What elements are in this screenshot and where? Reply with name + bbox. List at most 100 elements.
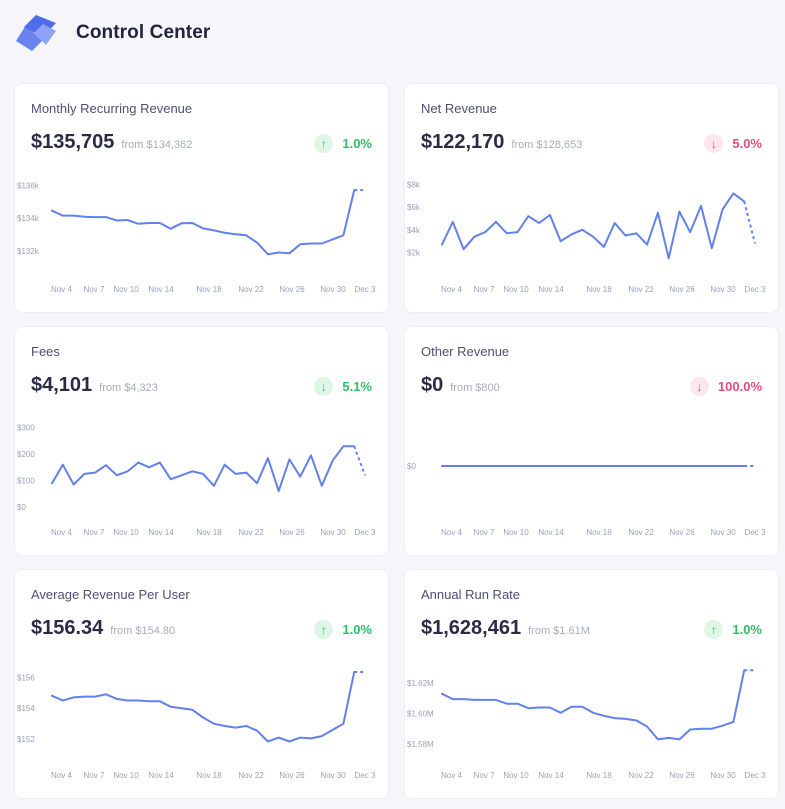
x-tick-label: Dec 3 xyxy=(745,771,766,780)
value-row: $156.34 from $154.80 xyxy=(31,617,175,640)
app-header: Control Center xyxy=(0,0,785,66)
x-tick-label: Nov 18 xyxy=(196,771,222,780)
x-tick-label: Nov 26 xyxy=(279,285,305,294)
change-indicator: ↓ 5.1% xyxy=(314,377,372,396)
x-tick-label: Nov 26 xyxy=(279,528,305,537)
x-tick-label: Nov 4 xyxy=(441,285,462,294)
x-tick-label: Nov 22 xyxy=(238,528,264,537)
x-tick-label: Nov 18 xyxy=(196,528,222,537)
x-tick-label: Nov 4 xyxy=(441,771,462,780)
x-tick-label: Nov 30 xyxy=(320,528,346,537)
x-tick-label: Nov 14 xyxy=(538,771,564,780)
change-indicator: ↑ 1.0% xyxy=(314,134,372,153)
value-row: $0 from $800 xyxy=(421,374,500,397)
page-title: Control Center xyxy=(76,22,211,43)
x-tick-label: Nov 10 xyxy=(503,771,529,780)
fees-line-chart[interactable]: $0 $100 $200 $300 Nov 4 Nov 7 Nov 10 Nov 14 Nov … xyxy=(15,417,388,547)
series-line xyxy=(441,669,746,741)
arpu-line-chart[interactable]: $152 $154 $156 Nov 4 Nov 7 Nov 10 Nov 14 Nov 18… xyxy=(15,660,388,790)
y-tick-label: $154 xyxy=(17,704,35,713)
series-line xyxy=(441,192,746,260)
x-tick-label: Nov 7 xyxy=(84,771,105,780)
y-tick-label: $6k xyxy=(407,203,421,212)
x-tick-label: Nov 26 xyxy=(279,771,305,780)
annual-run-rate-line-chart[interactable]: $1.58M $1.60M $1.62M Nov 4 Nov 7 Nov 10 Nov 14… xyxy=(405,660,778,790)
x-tick-label: Nov 22 xyxy=(628,528,654,537)
x-tick-label: Nov 14 xyxy=(148,771,174,780)
y-tick-label: $156 xyxy=(17,673,35,682)
mrr-line-chart[interactable]: $132k $134k $136k Nov 4 Nov 7 Nov 10 Nov 14 Nov… xyxy=(15,174,388,304)
y-tick-label: $4k xyxy=(407,226,421,235)
series-line xyxy=(51,671,356,743)
metric-card-arpu[interactable]: Average Revenue Per User $156.34 from $1… xyxy=(15,570,388,798)
series-line-projected xyxy=(353,445,366,476)
x-tick-label: Nov 7 xyxy=(84,528,105,537)
change-indicator: ↓ 5.0% xyxy=(704,134,762,153)
x-tick-label: Dec 3 xyxy=(745,528,766,537)
x-tick-label: Nov 26 xyxy=(669,528,695,537)
x-tick-label: Nov 30 xyxy=(320,285,346,294)
metric-card-fees[interactable]: Fees $4,101 from $4,323 ↓ 5.1% $0 $100 $20… xyxy=(15,327,388,555)
y-tick-label: $1.62M xyxy=(407,679,434,688)
x-tick-label: Nov 10 xyxy=(503,528,529,537)
x-tick-label: Nov 26 xyxy=(669,771,695,780)
change-percent: 5.1% xyxy=(342,379,372,394)
value-row: $122,170 from $128,653 xyxy=(421,131,582,154)
x-tick-label: Nov 7 xyxy=(474,285,495,294)
change-percent: 1.0% xyxy=(342,136,372,151)
y-tick-label: $8k xyxy=(407,180,421,189)
x-tick-label: Nov 18 xyxy=(196,285,222,294)
metric-card-net-revenue[interactable]: Net Revenue $122,170 from $128,653 ↓ 5.0… xyxy=(405,84,778,312)
x-tick-label: Dec 3 xyxy=(355,528,376,537)
series-line xyxy=(51,445,356,493)
change-percent: 1.0% xyxy=(342,622,372,637)
x-tick-label: Nov 26 xyxy=(669,285,695,294)
change-percent: 1.0% xyxy=(732,622,762,637)
net-revenue-line-chart[interactable]: $2k $4k $6k $8k Nov 4 Nov 7 Nov 10 Nov 14 Nov 18… xyxy=(405,174,778,304)
change-indicator: ↓ 100.0% xyxy=(689,377,762,396)
metric-card-mrr[interactable]: Monthly Recurring Revenue $135,705 from … xyxy=(15,84,388,312)
logo-icon[interactable] xyxy=(16,15,56,51)
change-percent: 100.0% xyxy=(717,379,762,394)
x-tick-label: Nov 14 xyxy=(148,528,174,537)
x-tick-label: Nov 22 xyxy=(238,285,264,294)
arrow-down-icon: ↓ xyxy=(314,377,334,396)
y-tick-label: $136k xyxy=(17,181,40,190)
x-tick-label: Nov 18 xyxy=(586,528,612,537)
change-indicator: ↑ 1.0% xyxy=(314,620,372,639)
x-tick-label: Nov 4 xyxy=(51,771,72,780)
metric-card-other-revenue[interactable]: Other Revenue $0 from $800 ↓ 100.0% $0 No… xyxy=(405,327,778,555)
x-tick-label: Nov 14 xyxy=(148,285,174,294)
x-tick-label: Nov 4 xyxy=(441,528,462,537)
x-tick-label: Nov 14 xyxy=(538,285,564,294)
metric-value: $122,170 xyxy=(421,131,505,153)
arrow-down-icon: ↓ xyxy=(689,377,709,396)
x-tick-label: Nov 4 xyxy=(51,528,72,537)
x-tick-label: Nov 7 xyxy=(474,528,495,537)
x-tick-label: Nov 7 xyxy=(474,771,495,780)
previous-value: from $800 xyxy=(450,382,500,394)
card-title: Annual Run Rate xyxy=(421,587,521,602)
value-row: $4,101 from $4,323 xyxy=(31,374,158,397)
x-tick-label: Dec 3 xyxy=(745,285,766,294)
card-title: Fees xyxy=(31,344,60,359)
x-tick-label: Nov 22 xyxy=(628,285,654,294)
metric-card-annual-run-rate[interactable]: Annual Run Rate $1,628,461 from $1.61M ↑… xyxy=(405,570,778,798)
metric-value: $0 xyxy=(421,374,444,396)
arrow-down-icon: ↓ xyxy=(704,134,724,153)
series-line-projected xyxy=(743,201,756,244)
x-tick-label: Nov 30 xyxy=(710,771,736,780)
x-tick-label: Dec 3 xyxy=(355,285,376,294)
x-tick-label: Dec 3 xyxy=(355,771,376,780)
metric-value: $156.34 xyxy=(31,617,104,639)
card-title: Net Revenue xyxy=(421,101,497,116)
y-tick-label: $0 xyxy=(407,462,416,471)
previous-value: from $134,362 xyxy=(121,139,193,151)
y-tick-label: $134k xyxy=(17,214,40,223)
x-tick-label: Nov 22 xyxy=(238,771,264,780)
y-tick-label: $1.58M xyxy=(407,740,434,749)
other-revenue-line-chart[interactable]: $0 Nov 4 Nov 7 Nov 10 Nov 14 Nov 18 Nov 22 Nov … xyxy=(405,417,778,547)
y-tick-label: $152 xyxy=(17,735,35,744)
previous-value: from $154.80 xyxy=(110,625,176,637)
y-tick-label: $1.60M xyxy=(407,710,434,719)
